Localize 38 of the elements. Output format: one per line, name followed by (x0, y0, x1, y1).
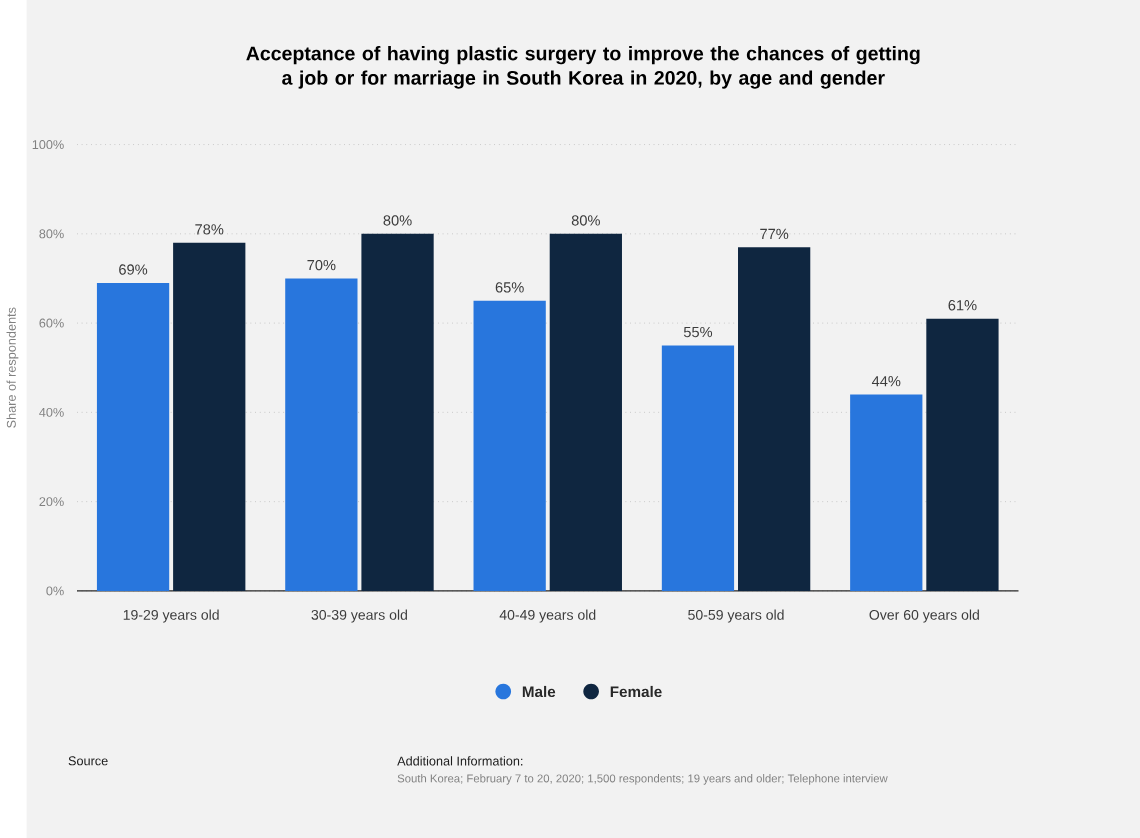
bar (926, 318, 999, 591)
bar (738, 247, 811, 591)
x-tick-label: 19-29 years old (123, 609, 219, 623)
y-tick-label: 80% (39, 229, 64, 239)
y-tick-label: 20% (39, 497, 64, 507)
y-tick-label: 60% (39, 318, 64, 328)
data-label: 55% (683, 326, 713, 338)
data-label: 78% (195, 224, 224, 235)
data-label: 80% (383, 215, 412, 226)
x-tick-label: 30-39 years old (311, 609, 407, 623)
text: South Korea; February 7 to 20, 2020; 1,500 respondents; 19 years and older; Telephone interview (397, 774, 888, 785)
data-label: 70% (307, 259, 336, 271)
data-label: 61% (948, 300, 977, 311)
y-axis-title: Share of respondents (6, 307, 19, 428)
legend-label: Female (610, 685, 662, 698)
y-tick-label: 0% (46, 586, 64, 596)
bar (285, 278, 358, 591)
y-tick-label: 100% (32, 140, 64, 150)
bar (661, 345, 735, 591)
y-tick-label: 40% (39, 407, 64, 417)
bar (96, 282, 170, 591)
chart-title: Acceptance of having plastic surgery to improve the chances of getting a job or for marriage in South Korea in 2020, by age and gender (246, 46, 920, 89)
data-label: 44% (871, 376, 901, 387)
bar (549, 233, 622, 591)
bar (473, 300, 546, 591)
data-label: 80% (571, 215, 600, 226)
data-label: 77% (760, 228, 789, 240)
x-tick-label: 50-59 years old (688, 609, 784, 623)
text: Additional Information: (397, 756, 523, 766)
text: Source (68, 756, 108, 766)
data-label: 65% (495, 282, 524, 293)
x-tick-label: 40-49 years old (499, 609, 596, 623)
bar (173, 242, 246, 591)
legend-label: Male (522, 685, 556, 698)
bar (850, 394, 923, 591)
data-label: 69% (119, 264, 148, 275)
bar (361, 233, 434, 591)
x-tick-label: Over 60 years old (869, 609, 979, 623)
